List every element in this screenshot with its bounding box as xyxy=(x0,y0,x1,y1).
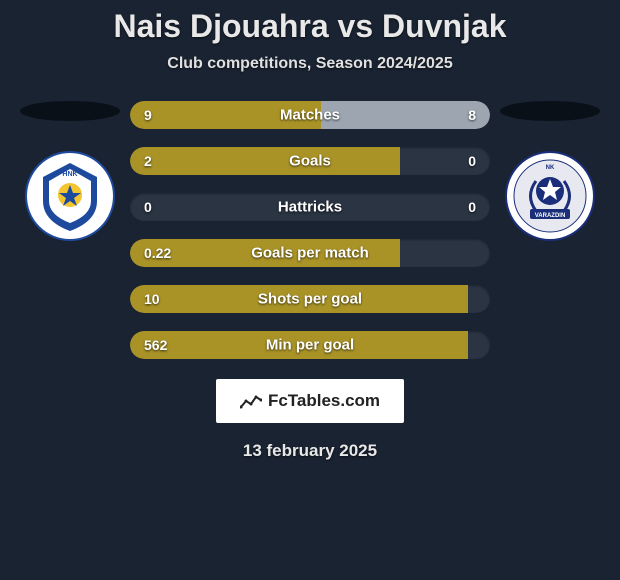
stat-row: 10 Shots per goal xyxy=(130,285,490,313)
varteks-badge-icon: VARAZDIN NK xyxy=(505,151,595,241)
page-title: Nais Djouahra vs Duvnjak xyxy=(113,8,506,45)
left-club-badge: HNK xyxy=(25,151,115,241)
stat-bar-right xyxy=(321,101,490,129)
stat-label: Matches xyxy=(280,107,340,124)
stat-label: Goals per match xyxy=(251,245,369,262)
stat-value-left: 9 xyxy=(144,107,152,123)
stat-value-left: 0 xyxy=(144,199,152,215)
stat-value-left: 2 xyxy=(144,153,152,169)
svg-text:VARAZDIN: VARAZDIN xyxy=(535,213,566,219)
stats-column: 9 8 Matches 2 0 Goals 0 0 Hattricks 0.22 Goals per… xyxy=(130,101,490,359)
svg-text:HNK: HNK xyxy=(62,171,77,178)
stat-value-right: 0 xyxy=(468,153,476,169)
subtitle: Club competitions, Season 2024/2025 xyxy=(167,55,452,73)
left-shadow xyxy=(20,101,120,121)
stat-row: 0.22 Goals per match xyxy=(130,239,490,267)
stat-value-left: 562 xyxy=(144,337,167,353)
left-club-column: HNK xyxy=(10,101,130,241)
brand-label: FcTables.com xyxy=(268,391,380,411)
comparison-card: Nais Djouahra vs Duvnjak Club competitio… xyxy=(0,0,620,469)
stat-bar-left xyxy=(130,147,400,175)
brand-box[interactable]: FcTables.com xyxy=(216,379,404,423)
stat-value-right: 8 xyxy=(468,107,476,123)
fctables-logo-icon xyxy=(240,393,262,409)
rijeka-badge-icon: HNK xyxy=(25,151,115,241)
svg-text:NK: NK xyxy=(546,165,555,171)
stat-row: 0 0 Hattricks xyxy=(130,193,490,221)
right-shadow xyxy=(500,101,600,121)
date-label: 13 february 2025 xyxy=(243,441,377,461)
stat-label: Min per goal xyxy=(266,337,354,354)
stat-row: 562 Min per goal xyxy=(130,331,490,359)
stat-value-left: 0.22 xyxy=(144,245,171,261)
stat-label: Shots per goal xyxy=(258,291,362,308)
stat-label: Goals xyxy=(289,153,331,170)
right-club-badge: VARAZDIN NK xyxy=(505,151,595,241)
stat-row: 9 8 Matches xyxy=(130,101,490,129)
main-content: HNK 9 8 Matches 2 0 Goals 0 0 Hattricks 0.22 Goals… xyxy=(0,101,620,359)
right-club-column: VARAZDIN NK xyxy=(490,101,610,241)
stat-value-left: 10 xyxy=(144,291,160,307)
stat-value-right: 0 xyxy=(468,199,476,215)
stat-label: Hattricks xyxy=(278,199,342,216)
stat-row: 2 0 Goals xyxy=(130,147,490,175)
